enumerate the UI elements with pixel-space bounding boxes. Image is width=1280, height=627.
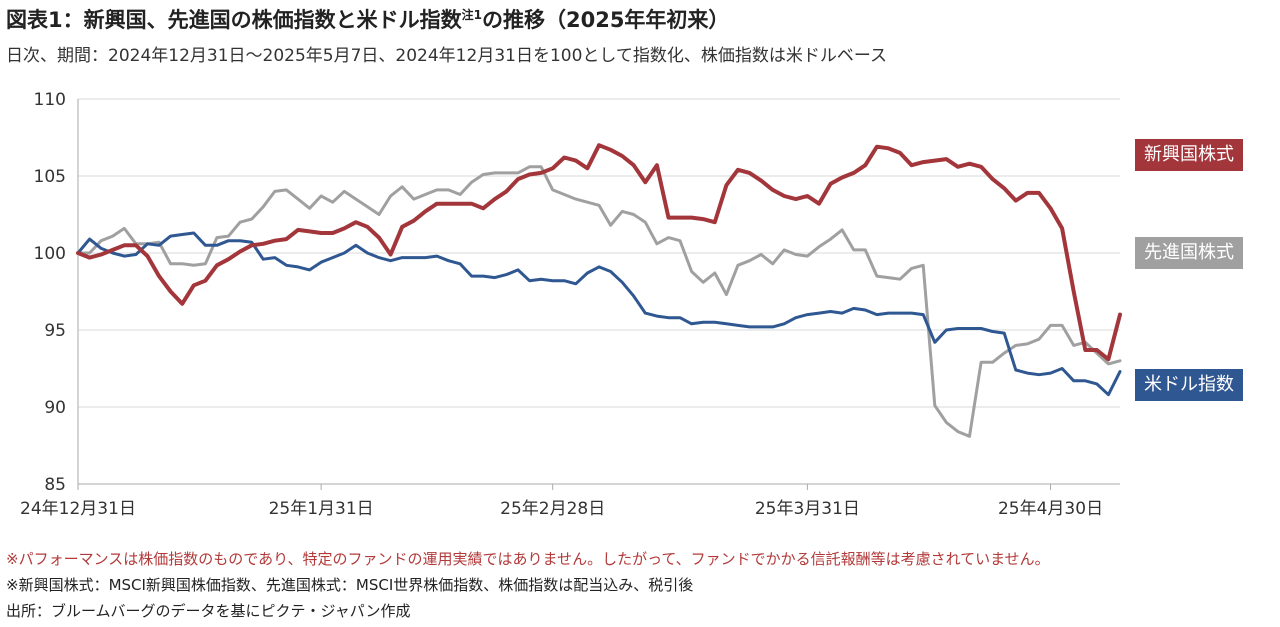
series-line-emerging [76,143,1122,362]
y-tick-label: 85 [44,475,66,495]
chart-title: 図表1：新興国、先進国の株価指数と米ドル指数注1の推移（2025年年初来） [6,8,730,32]
x-tick-label: 25年4月30日 [998,499,1103,519]
legend-label-developed: 先進国株式 [1135,237,1243,269]
legend-label-usd: 米ドル指数 [1135,369,1243,401]
x-tick-label: 24年12月31日 [20,499,136,519]
x-tick-label: 25年3月31日 [755,499,860,519]
index-definition-note: ※新興国株式：MSCI新興国株価指数、先進国株式：MSCI世界株価指数、株価指数… [6,576,694,594]
y-tick-label: 90 [44,398,66,418]
series-line-developed [76,165,1122,438]
series-line-usd [76,231,1122,397]
chart-subtitle: 日次、期間：2024年12月31日～2025年5月7日、2024年12月31日を… [6,46,888,66]
y-tick-label: 100 [34,244,66,264]
title-footnote-mark: 注1 [461,8,482,22]
source-note: 出所：ブルームバーグのデータを基にピクテ・ジャパン作成 [6,602,411,620]
performance-disclaimer: ※パフォーマンスは株価指数のものであり、特定のファンドの運用実績ではありません。… [6,550,1050,568]
legend-label-emerging: 新興国株式 [1135,139,1243,171]
y-tick-label: 95 [44,321,66,341]
x-tick-label: 25年2月28日 [500,499,605,519]
x-tick-label: 25年1月31日 [269,499,374,519]
y-tick-label: 110 [34,90,66,110]
y-tick-label: 105 [34,167,66,187]
